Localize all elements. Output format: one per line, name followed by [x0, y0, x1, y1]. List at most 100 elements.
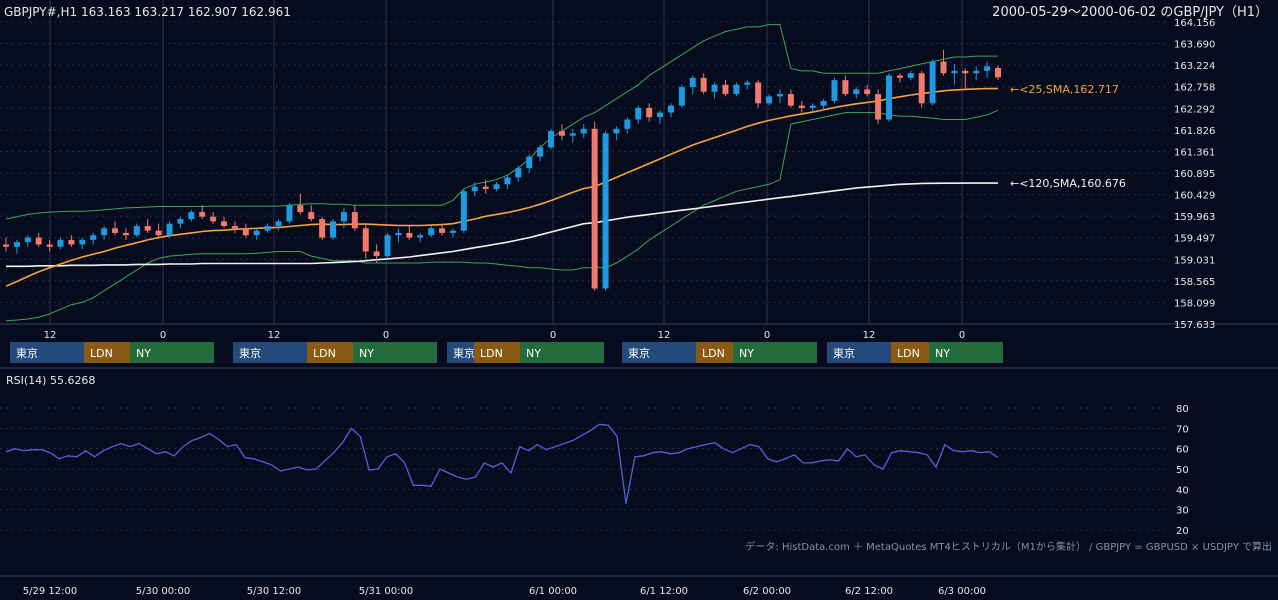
candle-body — [809, 105, 816, 108]
candle-body — [515, 168, 522, 178]
price-tick-label: 158.099 — [1174, 298, 1215, 309]
date-tick-label: 6/3 00:00 — [938, 586, 986, 597]
session-block — [130, 342, 214, 363]
hour-axis: 12 0 12 0 0 12 0 12 0 — [44, 330, 966, 341]
price-tick-label: 157.633 — [1174, 320, 1215, 331]
candle-body — [678, 87, 685, 106]
session-label: NY — [935, 347, 950, 360]
candle-body — [417, 235, 424, 238]
candle-body — [995, 67, 1001, 78]
candle-body — [221, 221, 228, 226]
price-tick-label: 160.895 — [1174, 169, 1215, 180]
session-block — [622, 342, 696, 363]
bollinger-lower-line — [5, 109, 999, 322]
candle-body — [657, 112, 664, 118]
session-block — [733, 342, 817, 363]
candle-body — [537, 147, 544, 157]
candle-body — [798, 105, 805, 108]
hour-tick-label: 0 — [550, 330, 556, 341]
candle-body — [166, 223, 173, 236]
session-label: LDN — [313, 347, 336, 360]
candle-body — [733, 84, 740, 95]
candle-body — [646, 107, 653, 118]
candle-body — [896, 75, 903, 78]
candle-body — [744, 82, 751, 85]
session-block — [307, 342, 353, 363]
date-tick-label: 6/2 00:00 — [743, 586, 791, 597]
candle-body — [962, 70, 969, 74]
candle-body — [297, 205, 304, 213]
candle-body — [602, 133, 609, 289]
candle-body — [90, 235, 97, 240]
session-label: NY — [739, 347, 754, 360]
session-block — [233, 342, 307, 363]
session-label: LDN — [90, 347, 113, 360]
candle-body — [57, 239, 64, 247]
rsi-tick-label: 40 — [1176, 485, 1189, 496]
candle-body — [101, 228, 108, 236]
candle-body — [351, 212, 358, 229]
hour-tick-label: 0 — [383, 330, 389, 341]
session-label: 東京 — [16, 346, 38, 360]
date-tick-label: 6/1 00:00 — [529, 586, 577, 597]
session-block — [696, 342, 733, 363]
hour-tick-label: 0 — [959, 330, 965, 341]
session-label: 東京 — [628, 346, 650, 360]
candle-body — [951, 70, 958, 74]
hour-tick-label: 0 — [160, 330, 166, 341]
candle-body — [24, 237, 31, 243]
candle-body — [635, 107, 642, 120]
candle-body — [330, 221, 337, 238]
candle-body — [242, 228, 249, 236]
candle-body — [929, 61, 936, 104]
session-block — [447, 342, 474, 363]
candle-body — [275, 221, 282, 226]
session-label: 東京 — [239, 346, 261, 360]
candle-body — [558, 131, 565, 136]
candle-body — [231, 225, 238, 229]
rsi-tick-label: 60 — [1176, 445, 1189, 456]
session-block — [84, 342, 130, 363]
candle-body — [144, 225, 151, 231]
price-tick-label: 161.826 — [1174, 126, 1215, 137]
candle-body — [68, 239, 75, 245]
candle-body — [918, 73, 925, 104]
candle-body — [667, 105, 674, 113]
rsi-tick-label: 70 — [1176, 424, 1189, 435]
candle-body — [973, 70, 980, 74]
date-tick-label: 5/31 00:00 — [359, 586, 413, 597]
session-block — [10, 342, 84, 363]
candle-body — [460, 191, 467, 231]
session-label: LDN — [897, 347, 920, 360]
rsi-tick-label: 50 — [1176, 465, 1189, 476]
session-block — [929, 342, 1003, 363]
date-axis: 5/29 12:00 5/30 00:00 5/30 12:00 5/31 00:00… — [23, 586, 986, 597]
rsi-panel: 80 70 60 50 40 30 20 — [0, 404, 1278, 577]
price-tick-label: 162.292 — [1174, 104, 1215, 115]
candle-body — [504, 177, 511, 185]
bollinger-bands — [5, 24, 999, 322]
candle-body — [787, 94, 794, 106]
session-block — [353, 342, 437, 363]
session-label: LDN — [480, 347, 503, 360]
candle-body — [766, 96, 773, 104]
candle-body — [13, 242, 20, 247]
candle-body — [253, 230, 260, 236]
price-tick-label: 159.963 — [1174, 212, 1215, 223]
candle-body — [591, 128, 598, 289]
candle-body — [449, 230, 456, 233]
price-tick-label: 164.156 — [1174, 18, 1215, 29]
candlesticks — [3, 50, 1001, 291]
candle-body — [264, 225, 271, 231]
session-label: NY — [136, 347, 151, 360]
candle-body — [340, 212, 347, 222]
candle-body — [471, 186, 478, 192]
candle-body — [864, 89, 871, 95]
price-grid — [0, 0, 1278, 325]
candle-body — [210, 216, 217, 222]
price-tick-label: 161.361 — [1174, 147, 1215, 158]
session-bars: 東京 LDN NY 東京 LDN NY 東京 LDN NY 東京 LDN NY 東京 LDN NY — [0, 342, 1278, 369]
candle-body — [526, 156, 533, 169]
range-title: 2000-05-29～2000-06-02 のGBP/JPY（H1） — [992, 5, 1268, 20]
